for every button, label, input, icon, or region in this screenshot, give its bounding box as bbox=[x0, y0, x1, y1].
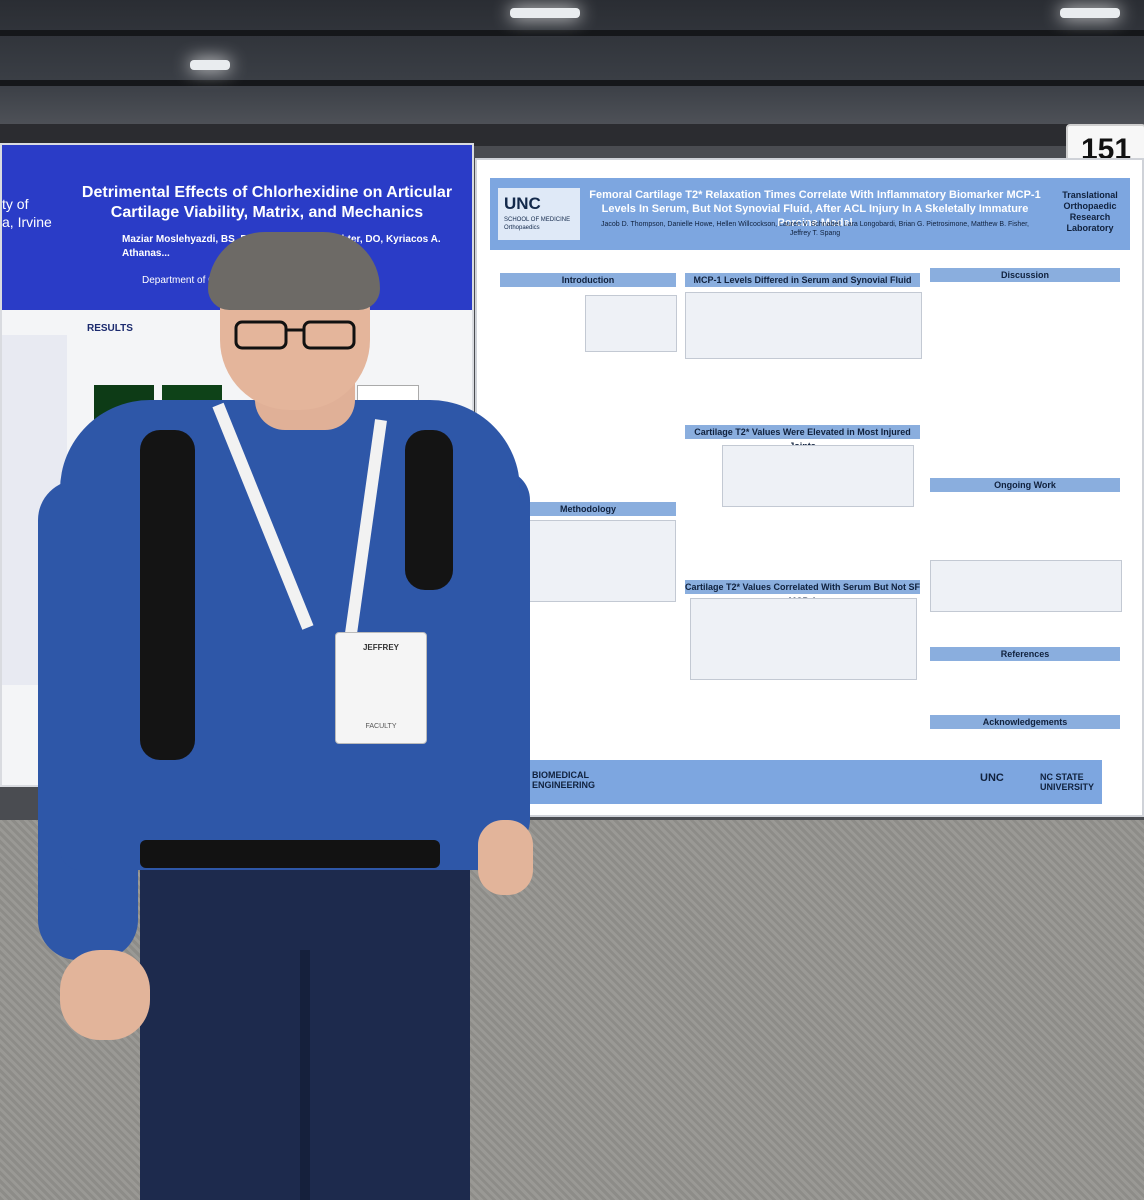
section-references: References bbox=[930, 647, 1120, 661]
knee-figure bbox=[585, 295, 677, 352]
lab-name: Translational Orthopaedic Research Labor… bbox=[1062, 190, 1118, 233]
section-cartilage: Cartilage T2* Values Were Elevated in Mo… bbox=[685, 425, 920, 451]
right-poster-title: Femoral Cartilage T2* Relaxation Times C… bbox=[589, 189, 1041, 229]
section-mcp1: MCP-1 Levels Differed in Serum and Synov… bbox=[685, 273, 920, 287]
backpack-strap bbox=[140, 430, 195, 760]
ncstate-footer-logo: NC STATE UNIVERSITY bbox=[1040, 772, 1095, 792]
correlation-table-and-plots bbox=[690, 598, 917, 680]
person-hair bbox=[208, 232, 380, 310]
person-left-hand bbox=[60, 950, 150, 1040]
person-jeans bbox=[140, 830, 470, 1200]
ceiling-light bbox=[1060, 8, 1120, 18]
right-poster-header bbox=[490, 178, 1130, 250]
badge-role: FACULTY bbox=[365, 723, 397, 730]
left-poster-results-heading: RESULTS bbox=[87, 323, 133, 334]
unc-logo: UNC bbox=[504, 194, 541, 213]
ceiling-light bbox=[190, 60, 230, 70]
belt bbox=[140, 840, 440, 868]
person-right-hand bbox=[478, 820, 533, 895]
section-acknowledgements: Acknowledgements bbox=[930, 715, 1120, 729]
section-discussion: Discussion bbox=[930, 268, 1120, 282]
poster-board-frame bbox=[0, 124, 1144, 146]
left-poster-department: Department of Or... ...ge, CA bbox=[142, 275, 269, 286]
badge-name: JEFFREY bbox=[362, 643, 399, 652]
ceiling-beam bbox=[0, 80, 1144, 86]
unc-footer-logo: UNC bbox=[980, 772, 1004, 784]
unc-logo-subtitle: SCHOOL OF MEDICINE Orthopaedics bbox=[504, 217, 571, 231]
t2-bar-chart bbox=[722, 445, 914, 507]
right-poster-footer bbox=[520, 760, 1102, 804]
backpack-strap bbox=[405, 430, 453, 590]
name-badge: JEFFREY FACULTY bbox=[335, 632, 427, 744]
mcp1-line-charts bbox=[685, 292, 922, 359]
unc-logo-block: UNC SCHOOL OF MEDICINE Orthopaedics bbox=[498, 188, 580, 240]
methodology-diagram bbox=[508, 520, 676, 602]
left-poster-title: Detrimental Effects of Chlorhexidine on … bbox=[81, 184, 453, 221]
ceiling-beam bbox=[0, 30, 1144, 36]
right-poster-authors: Jacob D. Thompson, Danielle Howe, Hellen… bbox=[601, 221, 1029, 237]
left-poster-university: ty of a, Irvine bbox=[2, 196, 52, 230]
section-correlated: Cartilage T2* Values Correlated With Ser… bbox=[685, 580, 920, 606]
ceiling-light bbox=[510, 8, 580, 18]
section-ongoing: Ongoing Work bbox=[930, 478, 1120, 492]
bme-footer-label: BIOMEDICAL ENGINEERING bbox=[532, 770, 596, 790]
ceiling bbox=[0, 0, 1144, 140]
section-methodology: Methodology bbox=[500, 502, 676, 516]
glasses-icon bbox=[234, 320, 356, 350]
section-introduction: Introduction bbox=[500, 273, 676, 287]
ongoing-work-figure bbox=[930, 560, 1122, 612]
